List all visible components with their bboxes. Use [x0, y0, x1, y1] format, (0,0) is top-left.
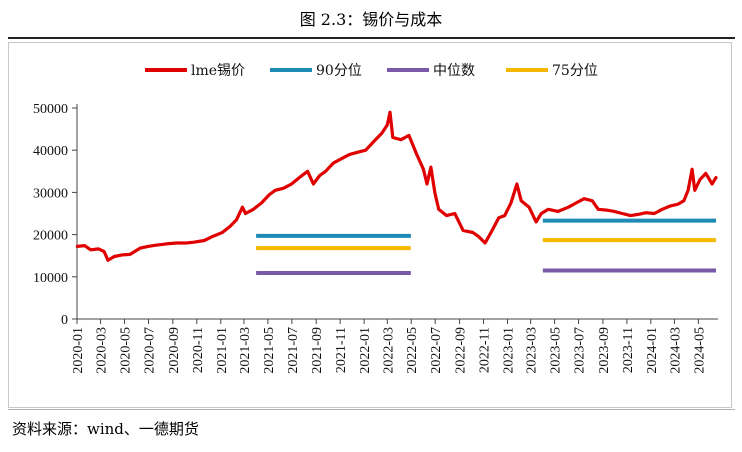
- x-tick-label: 2023-03: [525, 327, 540, 374]
- source-rule: [8, 409, 735, 410]
- y-tick-label: 0: [61, 313, 68, 328]
- x-tick-label: 2021-01: [215, 327, 230, 374]
- legend-label: 中位数: [433, 63, 475, 79]
- x-tick-label: 2023-05: [549, 327, 564, 374]
- source-note: 资料来源：wind、一德期货: [12, 420, 199, 438]
- y-tick-label: 20000: [33, 229, 68, 244]
- x-tick-label: 2024-05: [692, 327, 707, 374]
- x-tick-label: 2023-09: [597, 327, 612, 374]
- x-tick-label: 2023-11: [621, 327, 636, 373]
- chart-legend: lme锡价 90分位 中位数 75分位: [145, 63, 598, 79]
- x-tick-label: 2020-09: [167, 327, 182, 374]
- x-axis: 2020-01 2020-03 2020-05 2020-07 2020-09 2020-…: [71, 318, 718, 374]
- title-rule: [8, 37, 735, 39]
- x-tick-label: 2022-03: [381, 327, 396, 374]
- legend-label: 75分位: [552, 63, 598, 79]
- legend-label: 90分位: [316, 63, 362, 79]
- chart-frame: [8, 42, 732, 408]
- x-tick-label: 2023-01: [501, 327, 516, 374]
- y-axis: 0 10000 20000 30000 40000 50000: [33, 102, 78, 328]
- x-tick-label: 2022-11: [478, 327, 493, 373]
- legend-label: lme锡价: [191, 63, 245, 79]
- series-line-lme-tin: [75, 110, 718, 262]
- series-layer: [75, 110, 718, 276]
- x-tick-label: 2021-07: [286, 327, 301, 374]
- figure-title: 图 2.3：锡价与成本: [299, 10, 443, 29]
- x-tick-label: 2021-11: [334, 327, 349, 373]
- x-tick-label: 2020-05: [119, 327, 134, 374]
- y-tick-label: 40000: [33, 144, 68, 159]
- x-tick-label: 2022-07: [429, 327, 444, 374]
- y-tick-label: 50000: [33, 102, 68, 117]
- x-tick-label: 2020-07: [142, 327, 157, 374]
- x-tick-label: 2021-05: [262, 327, 277, 374]
- x-tick-label: 2020-03: [95, 327, 110, 374]
- x-tick-label: 2020-11: [191, 327, 206, 373]
- x-tick-label: 2021-03: [238, 327, 253, 374]
- x-tick-label: 2021-09: [310, 327, 325, 374]
- x-tick-label: 2024-03: [668, 327, 683, 374]
- x-tick-label: 2024-01: [645, 327, 660, 374]
- y-tick-label: 30000: [33, 186, 68, 201]
- x-tick-label: 2022-05: [405, 327, 420, 374]
- x-tick-label: 2022-01: [358, 327, 373, 374]
- y-tick-label: 10000: [33, 271, 68, 286]
- x-tick-label: 2020-01: [71, 327, 86, 374]
- x-tick-label: 2023-07: [573, 327, 588, 374]
- x-tick-label: 2022-09: [454, 327, 469, 374]
